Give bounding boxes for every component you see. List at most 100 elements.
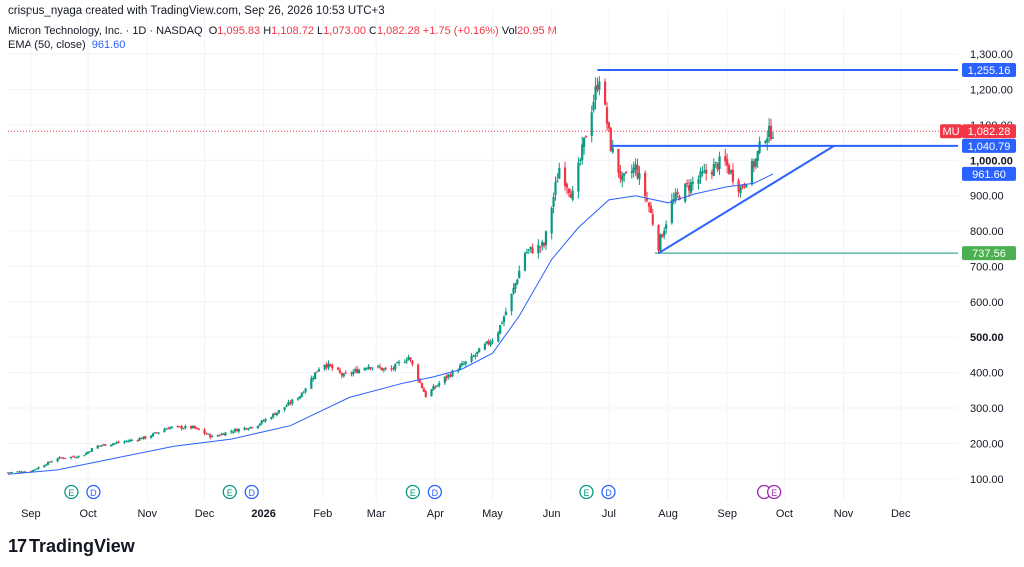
candle-up: [583, 137, 586, 147]
candle-down: [180, 426, 183, 429]
candle-up: [125, 441, 128, 443]
earnings-marker: E: [227, 488, 233, 498]
candle-down: [737, 180, 740, 192]
tradingview-logo[interactable]: 17 TradingView: [8, 536, 135, 557]
candle-up: [457, 370, 460, 372]
candle-up: [96, 445, 99, 449]
candle-down: [218, 435, 221, 437]
earnings-icon: [579, 484, 594, 500]
candle-down: [636, 164, 639, 178]
candle-down: [20, 471, 23, 473]
time-tick-label: Sep: [717, 508, 737, 520]
price-axis[interactable]: 100.00 200.00 300.00 400.00 500.00 600.00 700.…: [970, 49, 1013, 486]
price-tick-label: 800.00: [970, 226, 1004, 238]
candle-down: [539, 246, 542, 248]
candle-up: [504, 311, 507, 316]
candle-up: [745, 184, 748, 188]
candle-up: [285, 405, 288, 407]
candle-up: [45, 464, 48, 466]
candle-up: [18, 471, 21, 473]
candle-up: [354, 369, 357, 372]
candle-up: [529, 246, 532, 250]
close-value: 1,082.28: [377, 25, 420, 37]
candle-down: [64, 457, 67, 459]
candle-down: [420, 383, 424, 388]
candle-up: [10, 472, 13, 474]
candle-up: [247, 428, 250, 430]
candle-down: [661, 235, 664, 238]
support-price-label: 737.56: [972, 248, 1006, 260]
candle-up: [363, 367, 366, 371]
candle-up: [758, 141, 761, 153]
candle-up: [88, 451, 92, 453]
open-label: O: [208, 25, 218, 37]
candle-up: [497, 332, 500, 342]
candle-up: [460, 363, 464, 366]
candle-up: [260, 420, 263, 424]
time-tick-label: Dec: [195, 508, 215, 520]
candle-down: [657, 225, 660, 251]
price-chart[interactable]: 100.00 200.00 300.00 400.00 500.00 600.00 700.…: [0, 0, 1024, 530]
candle-up: [581, 144, 584, 161]
candle-up: [514, 283, 517, 289]
candle-up: [621, 175, 624, 181]
candle-up: [230, 431, 233, 433]
candle-down: [687, 185, 691, 191]
candle-up: [277, 410, 280, 413]
ema-legend[interactable]: EMA (50, close) 961.60: [8, 39, 125, 51]
time-tick-label: Aug: [658, 508, 678, 520]
candle-up: [264, 419, 267, 422]
candle-down: [727, 165, 731, 174]
candle-down: [155, 432, 158, 434]
candle-up: [432, 386, 435, 391]
candle-up: [592, 101, 595, 111]
candle-down: [140, 438, 143, 440]
candle-up: [237, 428, 240, 432]
candle-up: [634, 164, 637, 170]
candle-up: [552, 196, 555, 207]
dividend-icon: [601, 484, 616, 500]
ema-price-label: 961.60: [972, 169, 1006, 181]
ema-value: 961.60: [91, 39, 126, 51]
candle-up: [75, 457, 78, 459]
last-price-label-bg: [962, 124, 1016, 139]
candle-down: [422, 388, 425, 392]
candle-up: [472, 355, 475, 357]
candle-up: [638, 173, 641, 180]
candle-up: [58, 457, 61, 459]
dividend-icon: [427, 484, 443, 500]
candle-up: [407, 356, 410, 361]
candle-up: [756, 151, 759, 161]
candle-down: [605, 107, 609, 124]
candle-up: [87, 451, 90, 454]
drawing-tools[interactable]: [597, 69, 958, 255]
candle-down: [60, 457, 63, 459]
candle-up: [256, 425, 259, 429]
candle-up: [128, 440, 132, 442]
price-tick-label: 300.00: [970, 403, 1004, 415]
symbol-legend[interactable]: Micron Technology, Inc. · 1D · NASDAQ O1…: [8, 25, 557, 37]
candle-down: [752, 161, 755, 168]
candle-up: [157, 432, 160, 434]
candle-down: [617, 148, 620, 173]
candle-down: [251, 427, 254, 429]
candle-down: [71, 456, 74, 458]
candle-up: [699, 171, 702, 179]
candle-up: [485, 341, 488, 344]
candle-up: [102, 444, 105, 446]
candle-down: [741, 185, 744, 188]
candle-up: [556, 180, 559, 183]
candle-up: [283, 407, 286, 411]
candle-up: [672, 198, 675, 202]
earnings-icon: [222, 484, 237, 500]
candle-down: [743, 185, 746, 187]
time-tick-label: Nov: [137, 508, 157, 520]
time-tick-label: Sep: [21, 508, 41, 520]
price-tick-label: 100.00: [970, 474, 1004, 486]
candle-up: [447, 374, 450, 378]
candle-up: [46, 461, 50, 465]
last-price-label: 1,082.28: [968, 126, 1011, 138]
time-axis[interactable]: Sep Oct Nov Dec 2026 Feb Mar Apr May Jun Jul Aug Sep…: [21, 508, 911, 520]
candle-down: [329, 364, 332, 366]
